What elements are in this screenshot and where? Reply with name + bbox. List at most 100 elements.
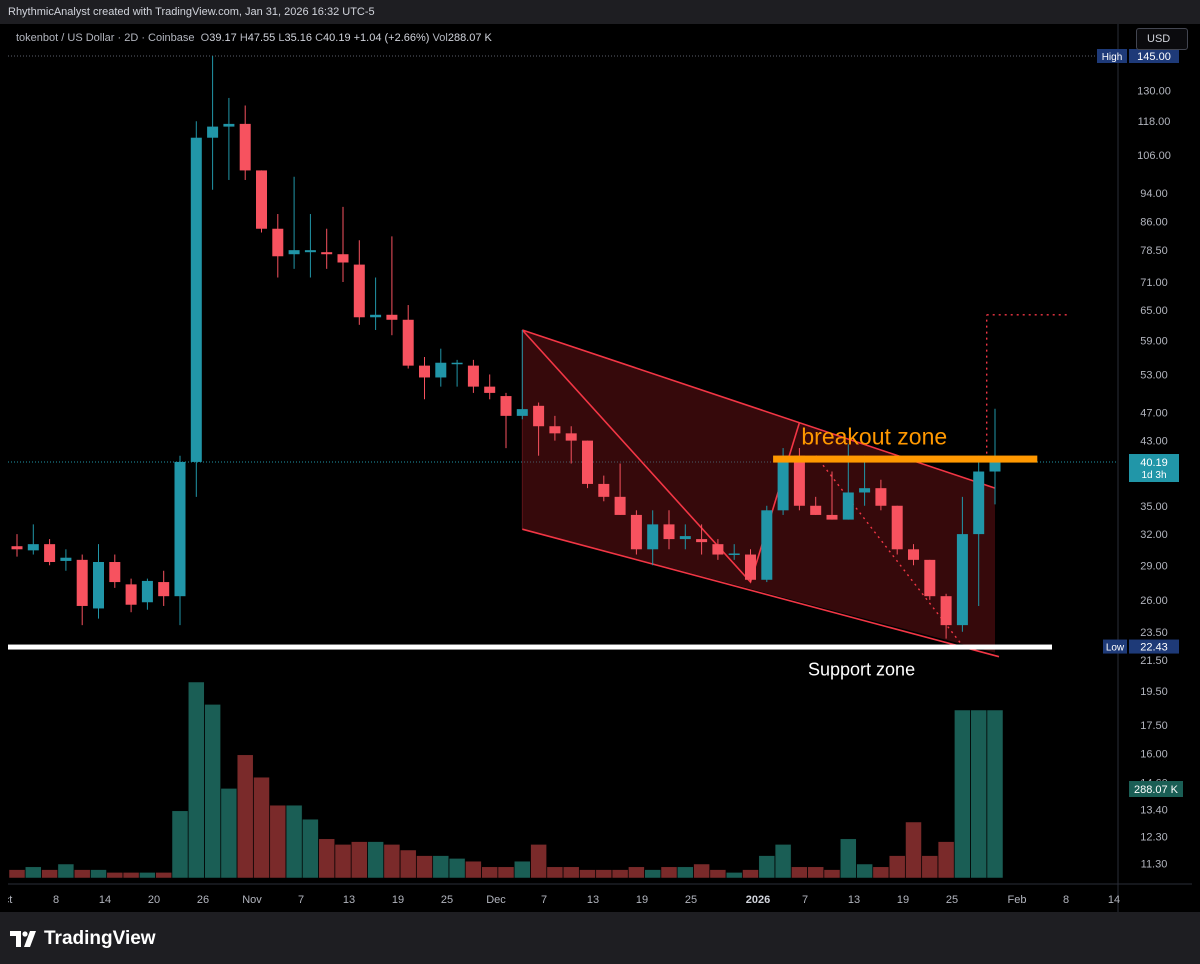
price-tick-label: 35.00 xyxy=(1140,501,1168,513)
candle-body xyxy=(565,433,577,441)
price-tick-label: 78.50 xyxy=(1140,245,1168,257)
price-tick-label: 16.00 xyxy=(1140,748,1168,760)
time-tick-label: Nov xyxy=(242,894,262,906)
volume-bar xyxy=(432,855,450,879)
price-tick-label: 19.50 xyxy=(1140,686,1168,698)
volume-bar xyxy=(677,866,694,879)
volume-bar xyxy=(399,849,417,879)
candle-body xyxy=(158,582,170,597)
last-price-box xyxy=(1129,454,1179,483)
price-tick-label: 65.00 xyxy=(1140,305,1168,317)
high-label-box xyxy=(1097,49,1127,63)
price-tick-label: 17.50 xyxy=(1140,720,1168,732)
candle-body xyxy=(451,362,463,365)
low-label: Low xyxy=(1106,643,1125,654)
candle-body xyxy=(859,488,871,493)
volume-bar xyxy=(856,863,873,879)
time-tick-label: 7 xyxy=(802,894,808,906)
candle-body xyxy=(174,461,186,597)
price-tick-label: 32.00 xyxy=(1140,529,1168,541)
volume-bar xyxy=(253,776,270,879)
breakout-zone-label: breakout zone xyxy=(801,424,947,450)
candle-body xyxy=(516,409,528,416)
candle-body xyxy=(125,584,137,605)
candle-body xyxy=(908,549,919,560)
candle-body xyxy=(272,228,284,257)
volume-bar xyxy=(937,841,955,879)
volume-bar xyxy=(742,869,759,879)
volume-bar xyxy=(204,704,221,879)
time-tick-label: 13 xyxy=(848,894,860,906)
candle-body xyxy=(533,405,545,427)
currency-button[interactable]: USD xyxy=(1136,28,1188,50)
time-tick-label: Feb xyxy=(1008,894,1027,906)
volume-bar xyxy=(90,869,107,879)
candle-body xyxy=(402,319,414,366)
volume-bar xyxy=(888,855,906,879)
time-tick-label: 8 xyxy=(53,894,59,906)
support-zone-label: Support zone xyxy=(808,660,915,680)
candle-body xyxy=(582,440,593,484)
volume-bar xyxy=(497,866,515,879)
volume-bar xyxy=(921,855,939,879)
candle-body xyxy=(435,362,447,378)
volume-bar xyxy=(546,866,564,879)
time-tick-label: 25 xyxy=(441,894,453,906)
candle-body xyxy=(777,455,789,511)
candle-body xyxy=(370,314,382,318)
candle-body xyxy=(484,386,496,393)
volume-label: Vol xyxy=(432,32,448,44)
low-value: 22.43 xyxy=(1140,642,1168,654)
volume-bar xyxy=(41,869,58,879)
candle-body xyxy=(989,462,1001,472)
volume-bar xyxy=(448,858,466,879)
candle-body xyxy=(810,505,822,515)
volume-bar xyxy=(628,866,645,879)
volume-bar xyxy=(73,869,91,879)
candle-body xyxy=(973,471,985,535)
candle-body xyxy=(614,496,626,515)
volume-bar xyxy=(774,844,792,879)
tradingview-logo[interactable]: TradingView xyxy=(10,928,156,950)
volume-bar xyxy=(351,841,368,879)
volume-bar xyxy=(807,866,824,879)
channel-lower-line xyxy=(522,528,1000,658)
price-tick-label: 86.00 xyxy=(1140,216,1168,228)
price-tick-label: 71.00 xyxy=(1140,277,1168,289)
candle-body xyxy=(11,546,23,550)
candle-body xyxy=(288,250,300,255)
low-value-box xyxy=(1129,639,1179,654)
candle-body xyxy=(842,492,854,520)
volume-value: 288.07 K xyxy=(447,32,492,44)
candle-body xyxy=(467,365,479,387)
time-tick-label: 19 xyxy=(636,894,648,906)
volume-bar xyxy=(285,804,303,879)
volume-bar xyxy=(709,869,727,879)
candle-body xyxy=(891,505,903,550)
low-label-box xyxy=(1103,639,1127,654)
volume-bar xyxy=(823,869,841,879)
candle-body xyxy=(93,562,104,609)
candle-body xyxy=(256,170,267,229)
candle-body xyxy=(500,396,512,416)
price-tick-label: 130.00 xyxy=(1137,86,1171,98)
high-label: H xyxy=(239,32,248,44)
volume-bar xyxy=(595,869,613,879)
chart-area[interactable]: breakout zone Support zone 130.00 118.00 106… xyxy=(8,24,1192,912)
volume-bar xyxy=(188,681,205,879)
time-tick-label: 25 xyxy=(946,894,958,906)
close-value: 40.19 xyxy=(323,32,351,44)
candlestick-chart[interactable]: breakout zone Support zone 130.00 118.00 106… xyxy=(8,24,1192,912)
volume-bar xyxy=(236,754,254,879)
open-label: O xyxy=(200,32,210,44)
candle-body xyxy=(190,137,202,462)
candle-body xyxy=(304,250,316,253)
support-zone-bar xyxy=(8,644,1052,650)
candle-body xyxy=(728,553,740,555)
volume-bar xyxy=(57,863,75,879)
candle-body xyxy=(630,514,642,550)
price-tick-label: 13.40 xyxy=(1140,805,1168,817)
candle-body xyxy=(679,536,691,540)
candle-body xyxy=(353,264,365,318)
volume-bar xyxy=(905,821,922,879)
